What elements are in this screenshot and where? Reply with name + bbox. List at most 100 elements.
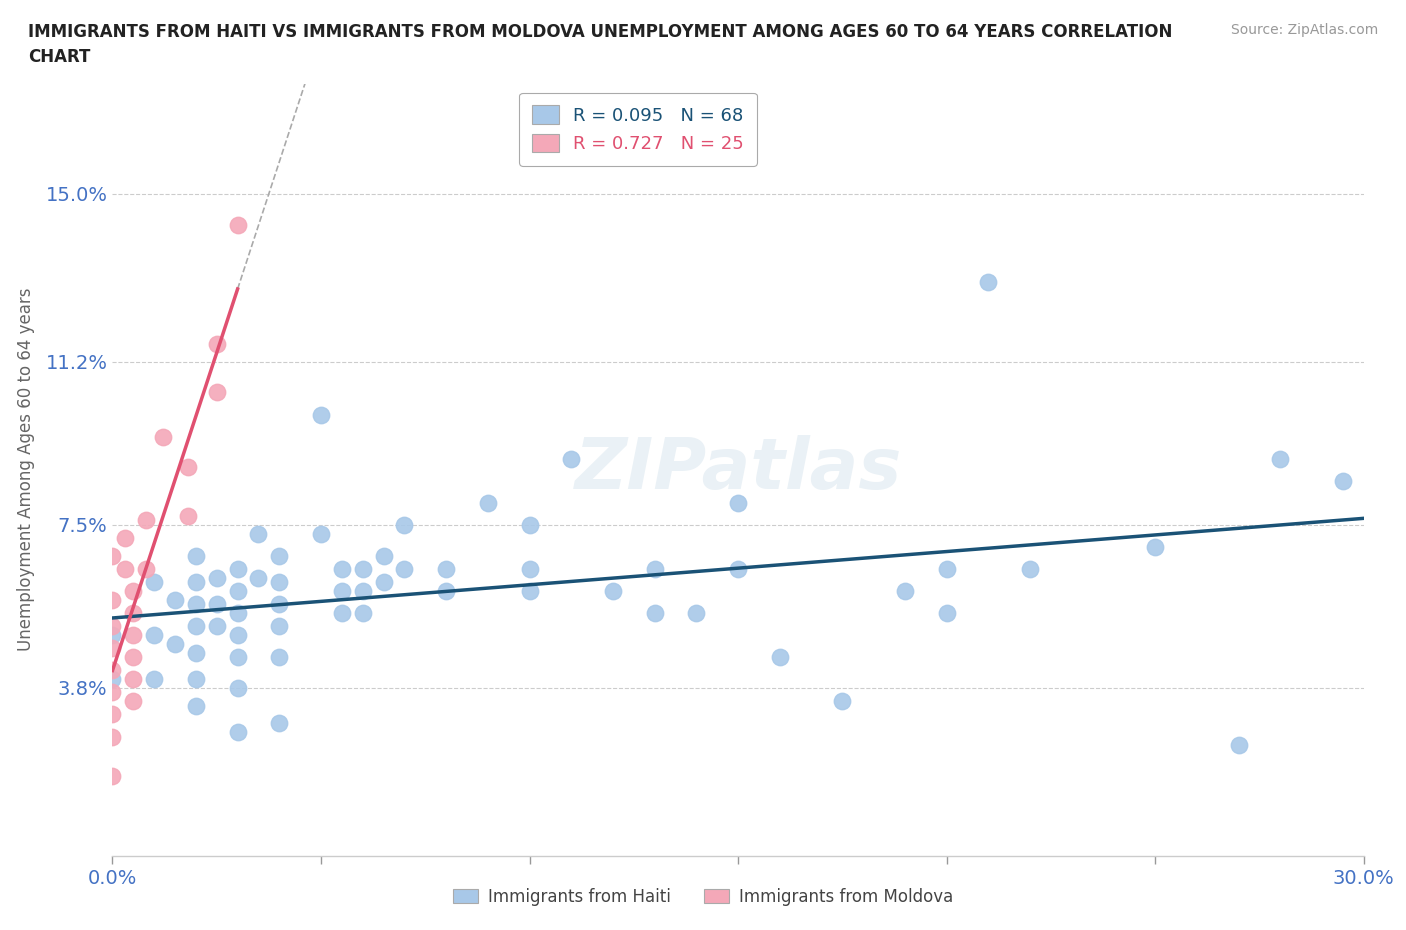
Point (247, 570, 270, 585)
Point (101, 663, 124, 678)
Point (152, 429, 174, 444)
Point (1144, 539, 1167, 554)
Point (122, 583, 145, 598)
Point (184, 671, 207, 686)
Point (101, 671, 124, 686)
Text: IMMIGRANTS FROM HAITI VS IMMIGRANTS FROM MOLDOVA UNEMPLOYMENT AMONG AGES 60 TO 6: IMMIGRANTS FROM HAITI VS IMMIGRANTS FROM… (28, 23, 1173, 41)
Point (269, 716, 291, 731)
Point (602, 583, 624, 598)
Point (163, 592, 186, 607)
Point (644, 605, 666, 620)
Point (184, 548, 207, 563)
Point (519, 583, 541, 598)
Point (373, 548, 395, 563)
Point (101, 641, 124, 656)
Point (977, 274, 1000, 289)
Point (122, 671, 145, 686)
Point (163, 636, 186, 651)
Point (101, 685, 124, 700)
Point (184, 575, 207, 590)
Point (769, 650, 792, 665)
Point (727, 496, 749, 511)
Text: ZIPatlas: ZIPatlas (575, 435, 901, 504)
Point (309, 526, 332, 541)
Point (247, 526, 270, 541)
Point (122, 650, 145, 665)
Legend: R = 0.095   N = 68, R = 0.727   N = 25: R = 0.095 N = 68, R = 0.727 N = 25 (519, 93, 756, 166)
Point (135, 513, 157, 528)
Point (935, 605, 957, 620)
Point (330, 583, 353, 598)
Point (352, 562, 374, 577)
Point (269, 650, 291, 665)
Point (101, 618, 124, 633)
Point (1331, 473, 1354, 488)
Text: Source: ZipAtlas.com: Source: ZipAtlas.com (1230, 23, 1378, 37)
Point (935, 562, 957, 577)
Point (226, 605, 249, 620)
Point (394, 562, 416, 577)
Point (114, 531, 136, 546)
Point (143, 628, 166, 643)
Point (1019, 562, 1042, 577)
Point (226, 724, 249, 739)
Point (226, 628, 249, 643)
Legend: Immigrants from Haiti, Immigrants from Moldova: Immigrants from Haiti, Immigrants from M… (446, 881, 960, 912)
Point (101, 707, 124, 722)
Point (184, 597, 207, 612)
Point (330, 562, 353, 577)
Point (352, 605, 374, 620)
Point (101, 769, 124, 784)
Text: CHART: CHART (28, 48, 90, 66)
Point (831, 694, 853, 709)
Point (434, 562, 457, 577)
Point (226, 562, 249, 577)
Point (309, 407, 332, 422)
Point (226, 650, 249, 665)
Point (226, 681, 249, 696)
Point (226, 218, 249, 232)
Point (519, 517, 541, 532)
Y-axis label: Unemployment Among Ages 60 to 64 years: Unemployment Among Ages 60 to 64 years (17, 288, 35, 651)
Point (122, 605, 145, 620)
Point (894, 583, 917, 598)
Point (560, 451, 582, 466)
Point (644, 562, 666, 577)
Point (122, 694, 145, 709)
Point (434, 583, 457, 598)
Point (143, 575, 166, 590)
Point (1270, 451, 1292, 466)
Point (135, 562, 157, 577)
Point (330, 605, 353, 620)
Point (114, 562, 136, 577)
Point (477, 496, 499, 511)
Point (184, 618, 207, 633)
Point (1227, 737, 1250, 752)
Point (205, 385, 228, 400)
Point (176, 460, 198, 475)
Point (101, 729, 124, 744)
Point (176, 509, 198, 524)
Point (269, 575, 291, 590)
Point (205, 337, 228, 352)
Point (143, 671, 166, 686)
Point (394, 517, 416, 532)
Point (226, 583, 249, 598)
Point (269, 597, 291, 612)
Point (519, 562, 541, 577)
Point (101, 592, 124, 607)
Point (184, 645, 207, 660)
Point (205, 597, 228, 612)
Point (205, 570, 228, 585)
Point (269, 618, 291, 633)
Point (269, 548, 291, 563)
Point (101, 548, 124, 563)
Point (122, 628, 145, 643)
Point (373, 575, 395, 590)
Point (685, 605, 707, 620)
Point (727, 562, 749, 577)
Point (205, 618, 228, 633)
Point (184, 698, 207, 713)
Point (352, 583, 374, 598)
Point (101, 628, 124, 643)
